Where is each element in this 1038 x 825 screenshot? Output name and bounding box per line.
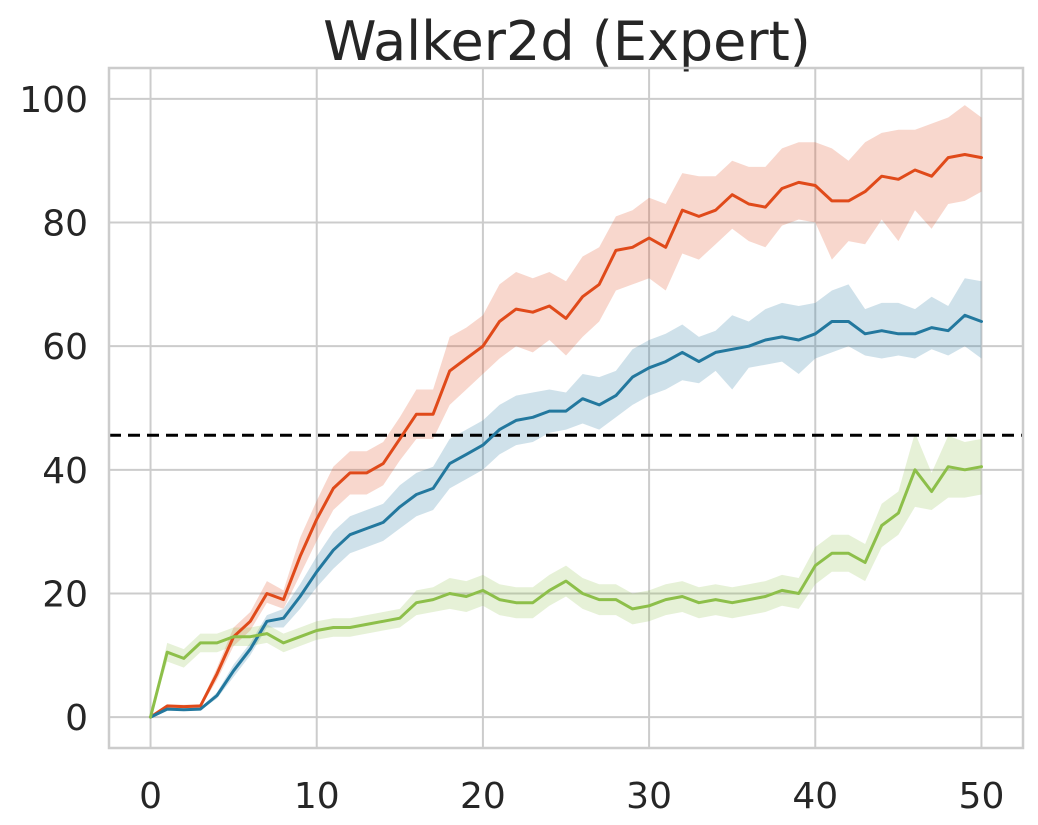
x-tick-label: 10 (294, 776, 340, 817)
series-1-band (150, 105, 982, 718)
series-2-line (149, 313, 983, 719)
x-tick-label: 30 (626, 776, 672, 817)
x-tick-label: 40 (792, 776, 838, 817)
x-tick-label: 50 (959, 776, 1005, 817)
grid (109, 68, 1023, 748)
chart-title: Walker2d (Expert) (323, 10, 811, 73)
series-1-line (149, 153, 983, 719)
series-3-line (149, 465, 983, 719)
y-tick-label: 40 (42, 451, 88, 492)
y-tick-label: 100 (19, 80, 88, 121)
x-tick-label: 20 (460, 776, 506, 817)
plot-frame (107, 66, 1025, 750)
y-tick-label: 60 (42, 327, 88, 368)
series-3-band (150, 432, 982, 718)
y-tick-label: 20 (42, 574, 88, 615)
series-lines (149, 153, 983, 719)
tick-labels: 0 10 20 30 40 50 0 20 40 60 80 100 (19, 80, 1004, 817)
y-tick-label: 0 (65, 698, 88, 739)
y-tick-label: 80 (42, 204, 88, 245)
x-tick-label: 0 (139, 776, 162, 817)
